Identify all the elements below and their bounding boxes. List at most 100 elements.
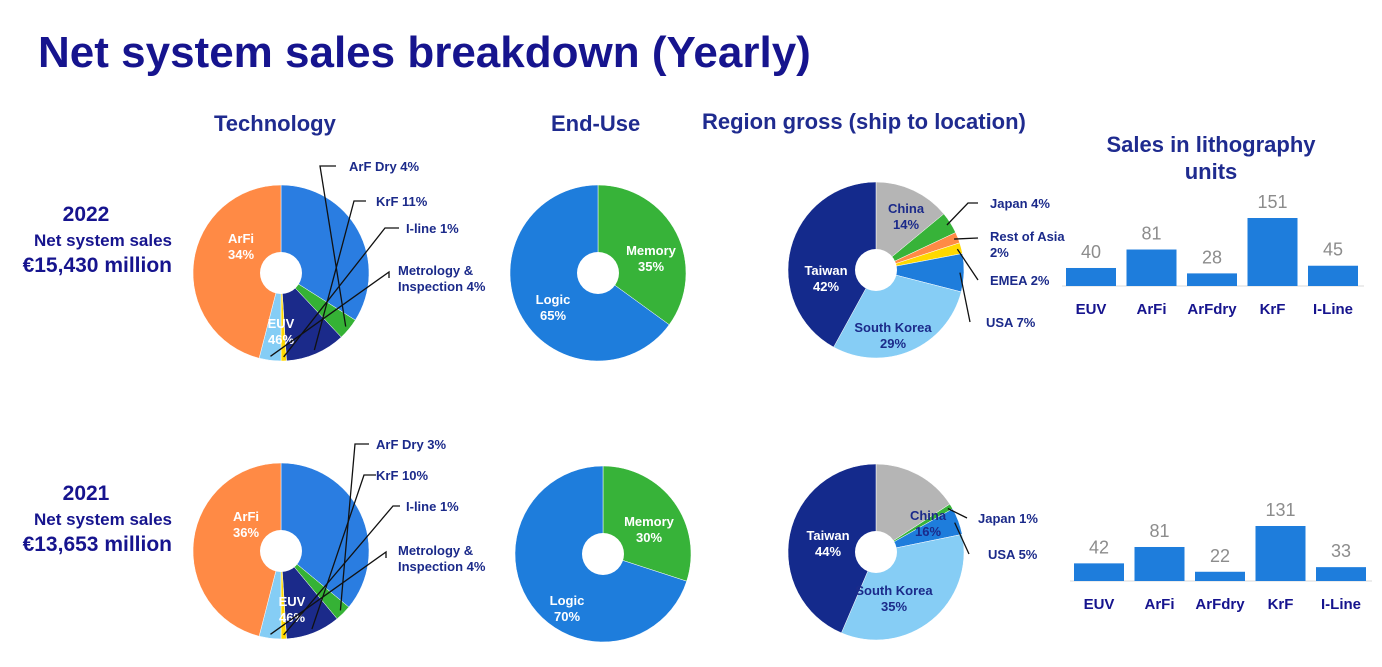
callout-line-metrology-inspection bbox=[270, 550, 387, 635]
callout-label-rest-of-asia: Rest of Asia 2% bbox=[990, 229, 1065, 260]
slice-label-arfi: ArFi 36% bbox=[233, 509, 259, 540]
callout-label-krf: KrF 10% bbox=[376, 468, 428, 483]
callout-label-emea: EMEA 2% bbox=[990, 273, 1050, 288]
technology-header: Technology bbox=[214, 111, 336, 136]
callout-line-krf bbox=[311, 474, 376, 630]
callout-line-japan bbox=[946, 202, 978, 226]
slice-label-china: China 16% bbox=[910, 508, 947, 539]
bar-i-line bbox=[1308, 265, 1358, 286]
pie-slice-taiwan bbox=[787, 463, 877, 634]
bar-category-label: KrF bbox=[1268, 596, 1294, 613]
callout-label-usa: USA 7% bbox=[986, 315, 1036, 330]
net-sales-value: €13,653 million bbox=[22, 533, 172, 556]
bar-value-label: 33 bbox=[1331, 541, 1351, 561]
region-header: Region gross (ship to location) bbox=[702, 109, 1026, 134]
bar-arfdry bbox=[1195, 571, 1245, 581]
donut-hole bbox=[260, 252, 302, 294]
pie-end-use-2021: Memory 30% Logic 70% bbox=[514, 465, 692, 643]
slice-label-euv: EUV 46% bbox=[279, 594, 306, 625]
callout-label-i-line: I-line 1% bbox=[406, 499, 459, 514]
bar-category-label: I-Line bbox=[1321, 596, 1361, 613]
bar-i-line bbox=[1316, 567, 1366, 581]
callout-line-rest-of-asia bbox=[954, 237, 979, 240]
bar-category-label: EUV bbox=[1084, 596, 1115, 613]
donut-hole bbox=[855, 531, 897, 573]
callout-label-i-line: I-line 1% bbox=[406, 221, 459, 236]
callout-line-i-line bbox=[283, 505, 400, 636]
pie-slice-memory bbox=[602, 465, 692, 582]
bar-category-label: ArFdry bbox=[1195, 596, 1245, 613]
pie-slice-china bbox=[875, 463, 951, 553]
slice-label-china: China 14% bbox=[888, 201, 925, 232]
bar-value-label: 81 bbox=[1141, 224, 1161, 244]
pie-slice-arfi bbox=[280, 462, 370, 608]
bar-category-label: ArFi bbox=[1145, 596, 1175, 613]
units-header: Sales in lithography units bbox=[1080, 131, 1342, 185]
callout-label-japan: Japan 4% bbox=[990, 196, 1050, 211]
callout-label-usa: USA 5% bbox=[988, 547, 1038, 562]
bar-category-label: KrF bbox=[1260, 301, 1286, 318]
callout-line-metrology-inspection bbox=[270, 270, 390, 357]
callout-line-arf-dry bbox=[319, 165, 347, 327]
bar-krf bbox=[1247, 218, 1298, 286]
year-label: 2022 bbox=[62, 203, 110, 226]
slice-label-south-korea: South Korea 29% bbox=[854, 320, 932, 351]
pie-slice-taiwan bbox=[787, 181, 877, 348]
year-block-2021: 2021 Net system sales €13,653 million bbox=[0, 482, 172, 557]
net-sales-value: €15,430 million bbox=[22, 254, 172, 277]
callout-line-arf-dry bbox=[339, 443, 369, 611]
slice-label-arfi: ArFi 34% bbox=[228, 231, 254, 262]
slice-label-taiwan: Taiwan 42% bbox=[804, 263, 847, 294]
bar-value-label: 45 bbox=[1323, 240, 1343, 260]
bar-euv bbox=[1066, 267, 1116, 286]
callout-line-usa bbox=[954, 522, 970, 555]
pie-slice-euv bbox=[192, 184, 282, 359]
slice-label-logic: Logic 65% bbox=[536, 292, 571, 323]
pie-slice-south-korea bbox=[841, 534, 965, 641]
callout-label-arf-dry: ArF Dry 3% bbox=[376, 437, 447, 452]
donut-hole bbox=[855, 249, 897, 291]
slice-label-taiwan: Taiwan 44% bbox=[806, 528, 849, 559]
bar-value-label: 151 bbox=[1257, 192, 1287, 212]
bar-krf bbox=[1255, 526, 1306, 581]
units-header-line2: units bbox=[1184, 159, 1238, 184]
year-block-2022: 2022 Net system sales €15,430 million bbox=[0, 203, 172, 278]
callout-label-japan: Japan 1% bbox=[978, 511, 1038, 526]
donut-hole bbox=[577, 252, 619, 294]
bar-euv bbox=[1074, 563, 1124, 581]
callout-line-i-line bbox=[283, 227, 399, 358]
pie-slice-memory bbox=[597, 184, 687, 326]
bar-category-label: EUV bbox=[1076, 301, 1107, 318]
net-sales-label: Net system sales bbox=[34, 231, 172, 250]
pie-technology-2022: ArFi 34%EUV 46%ArF Dry 4%KrF 11%I-line 1%M… bbox=[192, 159, 486, 362]
bar-category-label: I-Line bbox=[1313, 301, 1353, 318]
bar-category-label: ArFi bbox=[1137, 301, 1167, 318]
bar-arfdry bbox=[1187, 273, 1237, 286]
pie-slice-china bbox=[875, 181, 945, 271]
slice-label-memory: Memory 30% bbox=[624, 514, 675, 545]
callout-line-emea bbox=[956, 248, 979, 281]
bar-arfi bbox=[1126, 249, 1177, 286]
bar-value-label: 131 bbox=[1265, 500, 1295, 520]
callout-line-usa bbox=[959, 272, 971, 323]
net-sales-label: Net system sales bbox=[34, 510, 172, 529]
callout-line-japan bbox=[947, 507, 968, 519]
bar-value-label: 22 bbox=[1210, 546, 1230, 566]
bar-category-label: ArFdry bbox=[1187, 301, 1237, 318]
bar-chart-units-2021: 42 EUV 81 ArFi 22 ArFdry 131 KrF 33 I-Line bbox=[1070, 500, 1372, 613]
bar-value-label: 81 bbox=[1149, 521, 1169, 541]
slice-label-logic: Logic 70% bbox=[550, 593, 585, 624]
callout-label-metrology-inspection: Metrology & Inspection 4% bbox=[398, 543, 486, 574]
units-header-line1: Sales in lithography bbox=[1106, 132, 1316, 157]
bar-chart-units-2022: 40 EUV 81 ArFi 28 ArFdry 151 KrF 45 I-Line bbox=[1062, 192, 1364, 318]
page-title: Net system sales breakdown (Yearly) bbox=[38, 28, 811, 77]
pie-region-gross-ship-to-location-2021: China 16% South Korea 35%Taiwan 44% Japan 1% U… bbox=[787, 463, 1038, 641]
callout-label-arf-dry: ArF Dry 4% bbox=[349, 159, 420, 174]
donut-hole bbox=[260, 530, 302, 572]
pie-slice-arfi bbox=[280, 184, 370, 321]
donut-hole bbox=[582, 533, 624, 575]
callout-label-metrology-inspection: Metrology & Inspection 4% bbox=[398, 263, 486, 294]
bar-arfi bbox=[1134, 546, 1185, 581]
pie-slice-euv bbox=[192, 462, 282, 637]
